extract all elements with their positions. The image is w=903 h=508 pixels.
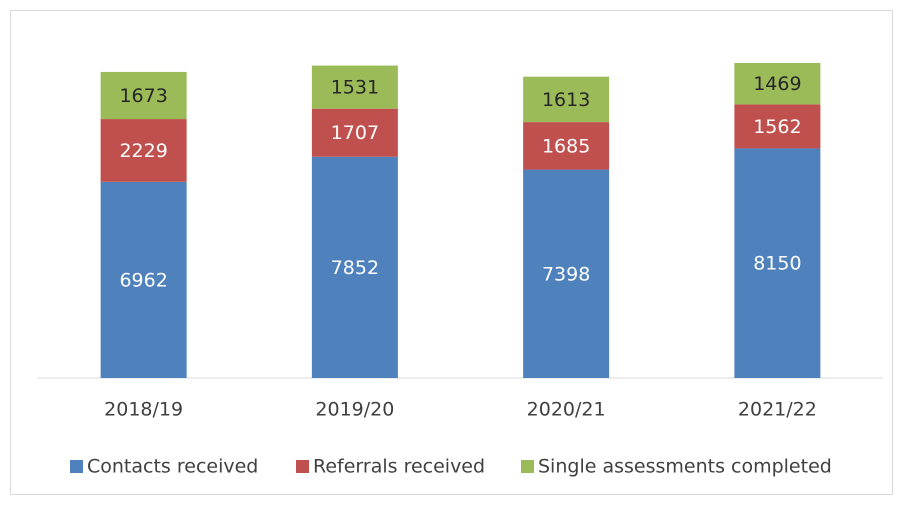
- legend-label: Referrals received: [313, 456, 485, 478]
- x-tick-label: 2020/21: [527, 399, 606, 421]
- data-label: 7398: [542, 263, 590, 285]
- legend-swatch: [70, 460, 83, 473]
- x-tick-label: 2019/20: [315, 399, 394, 421]
- data-label: 1613: [542, 89, 590, 111]
- bar-segment: [734, 148, 821, 378]
- bar-segment: [311, 65, 398, 109]
- bar-segment: [311, 108, 398, 157]
- legend-label: Single assessments completed: [538, 456, 832, 478]
- x-tick-label: 2021/22: [738, 399, 817, 421]
- bar-segment: [523, 122, 610, 170]
- data-label: 1531: [331, 77, 379, 99]
- x-tick-label: 2018/19: [104, 399, 183, 421]
- data-label: 2229: [119, 140, 167, 162]
- bar-segment: [734, 63, 821, 105]
- bar-segment: [100, 71, 187, 120]
- bar-segment: [523, 169, 610, 378]
- data-label: 1685: [542, 135, 590, 157]
- bar-segment: [523, 76, 610, 123]
- legend-swatch: [296, 460, 309, 473]
- legend-swatch: [521, 460, 534, 473]
- bar-segment: [100, 181, 187, 378]
- bar-segment: [734, 104, 821, 149]
- data-label: 1707: [331, 122, 379, 144]
- data-label: 1562: [753, 116, 801, 138]
- data-label: 8150: [753, 253, 801, 275]
- bar-segment: [311, 156, 398, 378]
- legend-label: Contacts received: [87, 456, 258, 478]
- data-label: 1673: [119, 85, 167, 107]
- data-label: 7852: [331, 257, 379, 279]
- data-label: 6962: [119, 269, 167, 291]
- data-label: 1469: [753, 73, 801, 95]
- bar-segment: [100, 119, 187, 182]
